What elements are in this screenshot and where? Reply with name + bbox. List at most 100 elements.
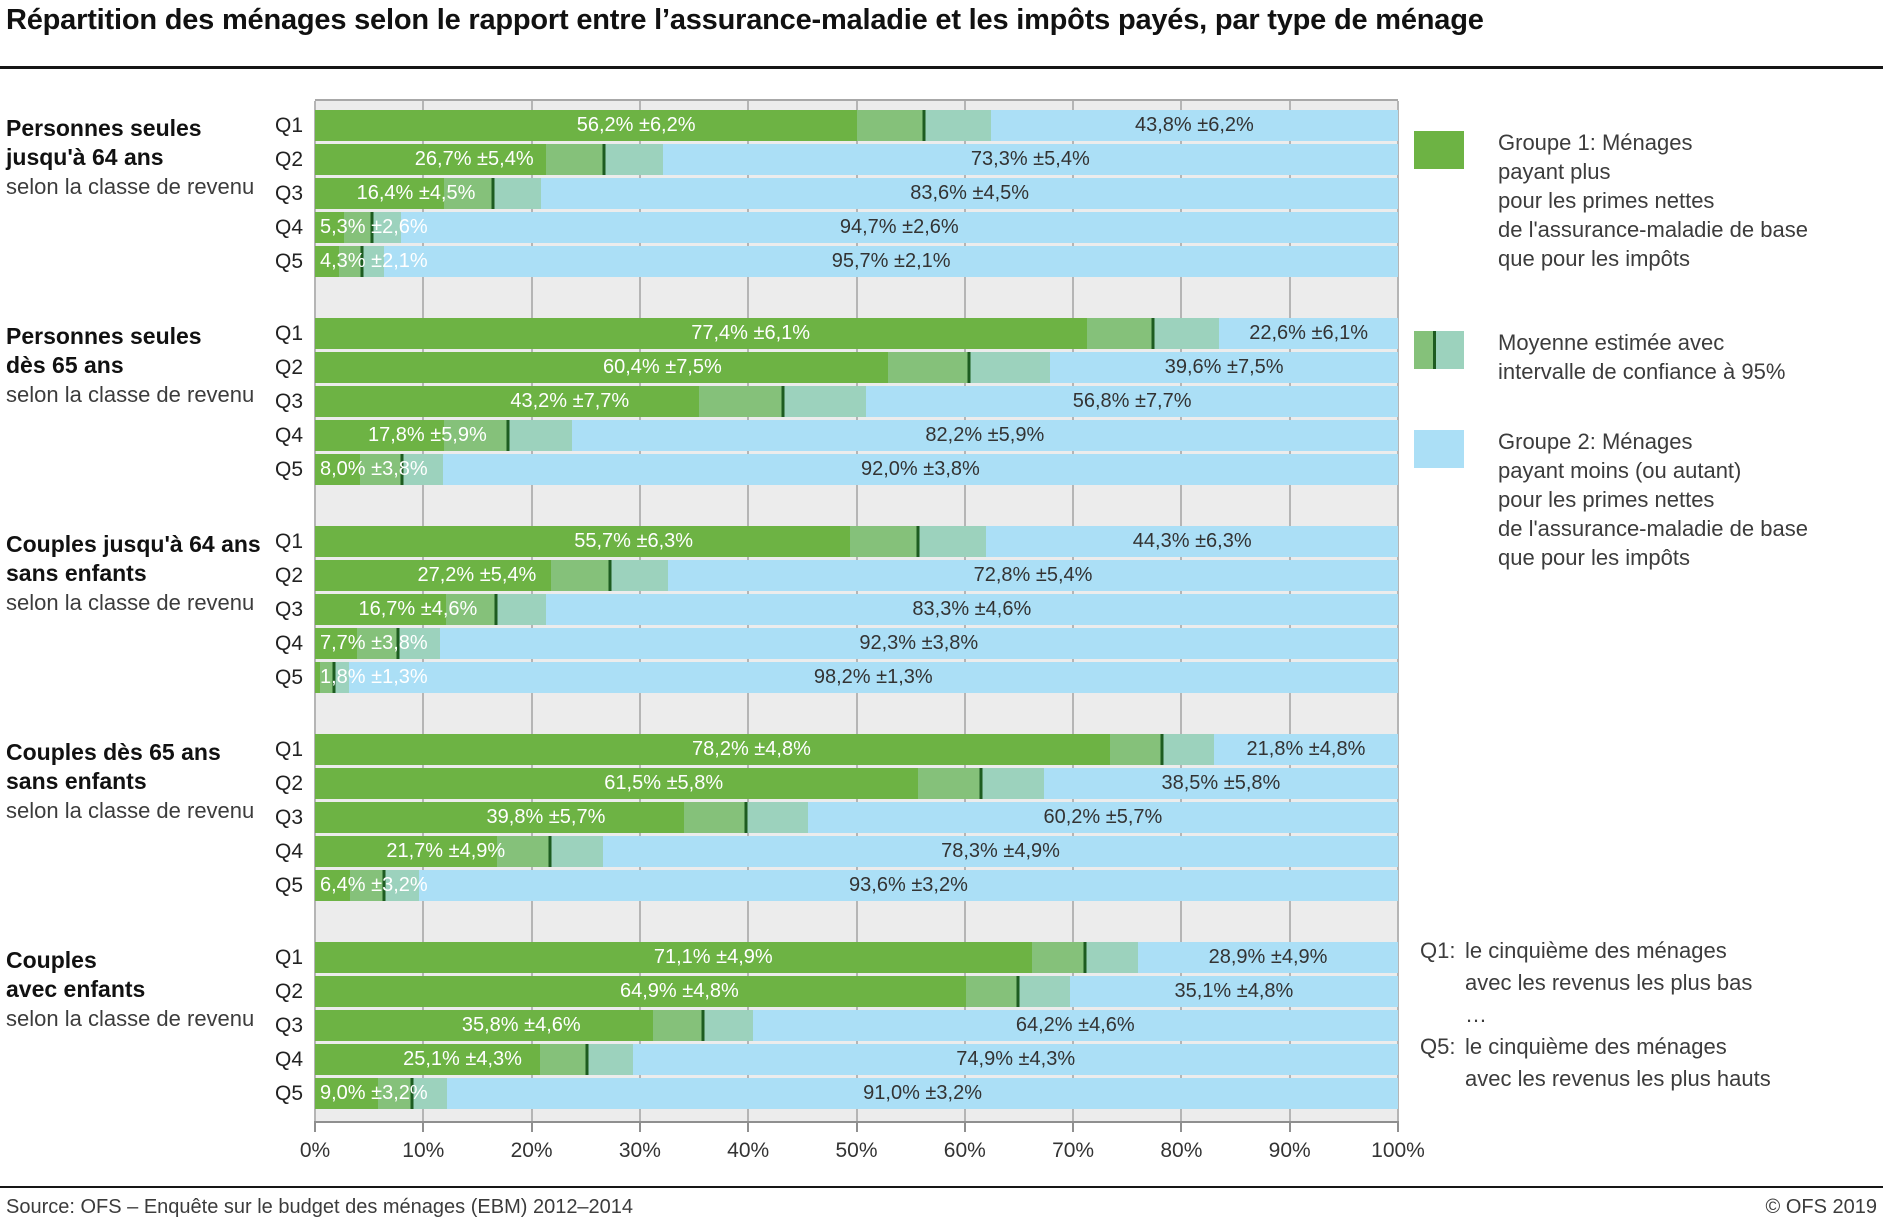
group-label-line: jusqu'à 64 ans: [6, 144, 164, 170]
ci-band-right: [398, 628, 440, 659]
bar-label-group2: 39,6% ±7,5%: [1164, 356, 1284, 378]
bar-row: Q3 16,4% ±4,5% 83,6% ±4,5%: [275, 178, 1398, 209]
legend-text-ci: Moyenne estimée avec intervalle de confia…: [1498, 328, 1883, 386]
legend-line: de l'assurance-maladie de base: [1498, 217, 1808, 242]
bar-label-group2: 83,3% ±4,6%: [912, 598, 1032, 620]
bar-label-group2: 91,0% ±3,2%: [863, 1082, 982, 1104]
legend-swatch-ci: [1414, 331, 1464, 369]
bar-label-group1: 61,5% ±5,8%: [604, 772, 724, 794]
mean-line: [701, 1010, 705, 1041]
group-label: Couples avec enfants selon la classe de re…: [6, 946, 286, 1033]
ci-band-left: [1031, 942, 1085, 973]
ci-band-right: [384, 870, 419, 901]
x-axis-label: 50%: [835, 1139, 878, 1162]
group-label: Personnes seules jusqu'à 64 ans selon la c…: [6, 114, 286, 201]
mean-line: [494, 594, 498, 625]
bar-label-group2: 93,6% ±3,2%: [849, 874, 968, 896]
bar-label-group2: 94,7% ±2,6%: [839, 216, 959, 238]
x-axis-label: 100%: [1371, 1139, 1425, 1162]
bar-label-group1: 60,4% ±7,5%: [602, 356, 722, 378]
group-label-line: dès 65 ans: [6, 352, 124, 378]
group-sublabel: selon la classe de revenu: [6, 798, 255, 823]
ci-band-left: [699, 386, 783, 417]
bar-row: Q4 21,7% ±4,9% 78,3% ±4,9%: [275, 836, 1398, 867]
legend-line: Groupe 2: Ménages: [1498, 429, 1693, 454]
bar-label-group1: 64,9% ±4,8%: [620, 980, 739, 1002]
group-label-line: Couples: [6, 947, 97, 973]
bar-row: Q5 4,3% ±2,1% 95,7% ±2,1%: [275, 246, 1398, 277]
group-sublabel: selon la classe de revenu: [6, 382, 255, 407]
x-axis-label: 20%: [510, 1139, 553, 1162]
bar-segment-group1: [315, 836, 497, 867]
mean-line: [360, 246, 364, 277]
x-axis-label: 80%: [1160, 1139, 1203, 1162]
ci-band-right: [782, 386, 867, 417]
legend-swatch-group2: [1414, 430, 1464, 468]
quintile-label: Q5: [274, 250, 303, 273]
bar-row: Q4 7,7% ±3,8% 92,3% ±3,8%: [275, 628, 1398, 659]
axis-tick: [747, 1121, 750, 1132]
ci-band-right: [923, 110, 991, 141]
ci-band-right: [918, 526, 987, 557]
ci-band-left: [360, 454, 402, 485]
bar-row: Q3 35,8% ±4,6% 64,2% ±4,6%: [275, 1010, 1398, 1041]
footer-rule: [0, 1186, 1883, 1188]
bar-segment-group1: [315, 628, 358, 659]
bar-label-group1: 21,7% ±4,9%: [386, 840, 506, 862]
quintile-label: Q4: [274, 632, 303, 655]
legend-line: intervalle de confiance à 95%: [1498, 359, 1786, 384]
axis-tick: [855, 1121, 858, 1132]
bar-row: Q5 1,8% ±1,3% 98,2% ±1,3%: [275, 662, 1398, 693]
note-text: …: [1465, 1002, 1487, 1027]
group-label-line: avec enfants: [6, 976, 146, 1002]
bar-row: Q5 6,4% ±3,2% 93,6% ±3,2%: [275, 870, 1398, 901]
bar-label-group2: 95,7% ±2,1%: [831, 250, 951, 272]
legend-line: Groupe 1: Ménages: [1498, 130, 1693, 155]
bar-label-group2: 73,3% ±5,4%: [970, 148, 1090, 170]
quintile-label: Q2: [274, 980, 303, 1003]
x-axis-label: 30%: [618, 1139, 661, 1162]
gridline: [1397, 101, 1399, 1121]
ci-band-left: [1109, 734, 1162, 765]
quintile-label: Q5: [274, 458, 303, 481]
bar-segment-group1: [315, 420, 444, 451]
bar-row: Q2 60,4% ±7,5% 39,6% ±7,5%: [275, 352, 1398, 383]
note-prefix: Q1:: [1420, 938, 1456, 963]
bar-label-group1: 55,7% ±6,3%: [574, 530, 694, 552]
note-text: avec les revenus les plus hauts: [1465, 1066, 1771, 1091]
axis-tick: [638, 1121, 641, 1132]
legend-line: que pour les impôts: [1498, 545, 1690, 570]
quintile-label: Q5: [274, 666, 303, 689]
ci-band-right: [969, 352, 1051, 383]
mean-line: [370, 212, 374, 243]
quintile-label: Q5: [274, 1082, 303, 1105]
plot-area: 0% 10% 20% 30% 40% 50% 60% 70% 80% 90% 100% Q1 56,2%…: [275, 101, 1425, 1162]
legend-text-group1: Groupe 1: Ménages payant plus pour les pri…: [1498, 128, 1883, 273]
axis-tick: [422, 1121, 425, 1132]
bar-row: Q3 43,2% ±7,7% 56,8% ±7,7%: [275, 386, 1398, 417]
ci-band-right: [372, 212, 401, 243]
axis-tick: [1072, 1121, 1075, 1132]
ci-band-left: [443, 178, 493, 209]
legend-line: payant moins (ou autant): [1498, 458, 1742, 483]
ci-band-right: [361, 246, 385, 277]
bar-label-group2: 60,2% ±5,7%: [1043, 806, 1163, 828]
bar-row: Q3 16,7% ±4,6% 83,3% ±4,6%: [275, 594, 1398, 625]
bar-label-group1: 9,0% ±3,2%: [320, 1082, 428, 1104]
note-row: avec les revenus les plus bas: [1420, 967, 1860, 999]
ci-band-left: [545, 144, 605, 175]
quintile-label: Q2: [274, 564, 303, 587]
note-prefix: [1420, 999, 1465, 1031]
bar-label-group1: 16,7% ±4,6%: [358, 598, 478, 620]
ci-band-left: [496, 836, 550, 867]
bar-label-group2: 56,8% ±7,7%: [1072, 390, 1192, 412]
note-row: avec les revenus les plus hauts: [1420, 1063, 1860, 1095]
mean-line: [396, 628, 400, 659]
ci-band-right: [1017, 976, 1070, 1007]
ci-band-right: [412, 1078, 448, 1109]
bar-segment-group1: [315, 352, 888, 383]
bar-label-group1: 77,4% ±6,1%: [691, 322, 811, 344]
ci-band-left: [965, 976, 1018, 1007]
legend-line: Moyenne estimée avec: [1498, 330, 1725, 355]
bar-label-group1: 16,4% ±4,5%: [356, 182, 476, 204]
